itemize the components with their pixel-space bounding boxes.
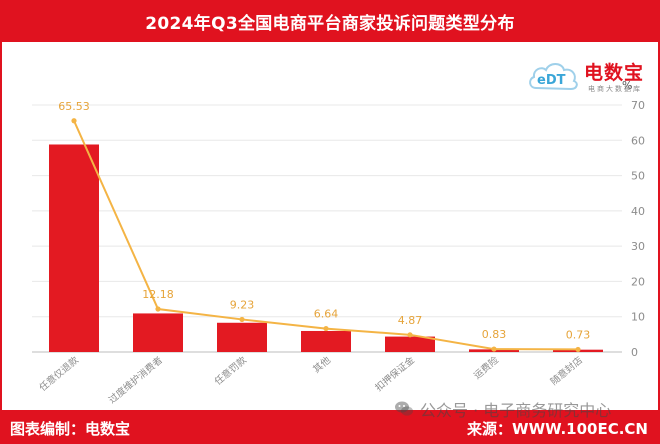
y-tick-label: 10 [631,311,645,324]
data-label: 6.64 [314,308,339,321]
bar [49,144,99,352]
chart-title: 2024年Q3全国电商平台商家投诉问题类型分布 [145,13,515,34]
y-tick-label: 70 [631,99,645,112]
data-label: 9.23 [230,298,255,311]
x-category-label: 运费险 [471,354,501,382]
logo-name: 电数宝 [584,62,645,84]
bar [385,336,435,352]
line-point [239,316,245,323]
title-banner: 2024年Q3全国电商平台商家投诉问题类型分布 [0,0,660,42]
y-axis-unit: % [622,79,632,92]
line-point [407,332,413,338]
footer-banner: 图表编制：电数宝 来源：WWW.100EC.CN [0,410,660,444]
bar [133,313,183,352]
cloud-logo-icon: eDT [529,63,578,91]
line-point [491,346,497,352]
right-border [658,0,660,444]
x-category-label: 任意仅退款 [37,354,81,394]
line-point [575,346,581,353]
bar [217,322,267,352]
data-label: 0.73 [566,328,591,341]
line-point [155,306,161,312]
bar [301,330,351,352]
brand-logo: eDT 电数宝 电商大数据库 [526,56,650,98]
data-label: 65.53 [58,100,90,113]
y-tick-label: 40 [631,205,645,218]
left-border [0,0,2,444]
logo-mark: eDT [537,73,566,88]
chart-credit: 图表编制：电数宝 [10,420,131,438]
y-tick-label: 20 [631,275,645,288]
x-category-label: 任意罚款 [212,354,249,388]
logo-tagline: 电商大数据库 [588,85,642,93]
watermark: 公众号 · 电子商务研究中心 [394,397,611,421]
line-point [71,118,77,124]
data-label: 0.83 [482,328,507,341]
line-point [323,325,329,332]
watermark-text: 公众号 · 电子商务研究中心 [420,401,612,420]
data-label: 12.18 [142,288,174,301]
y-tick-label: 0 [631,346,638,359]
x-category-label: 扣押保证金 [373,354,417,394]
y-tick-label: 30 [631,240,645,253]
x-category-label: 随意封店 [548,354,585,388]
data-source: 来源：WWW.100EC.CN [467,420,648,438]
data-label: 4.87 [398,314,423,327]
y-tick-label: 50 [631,170,645,183]
x-category-label: 过度维护消费者 [106,354,165,406]
wechat-icon [395,401,413,416]
y-tick-label: 60 [631,134,645,147]
x-category-label: 其他 [311,354,334,376]
